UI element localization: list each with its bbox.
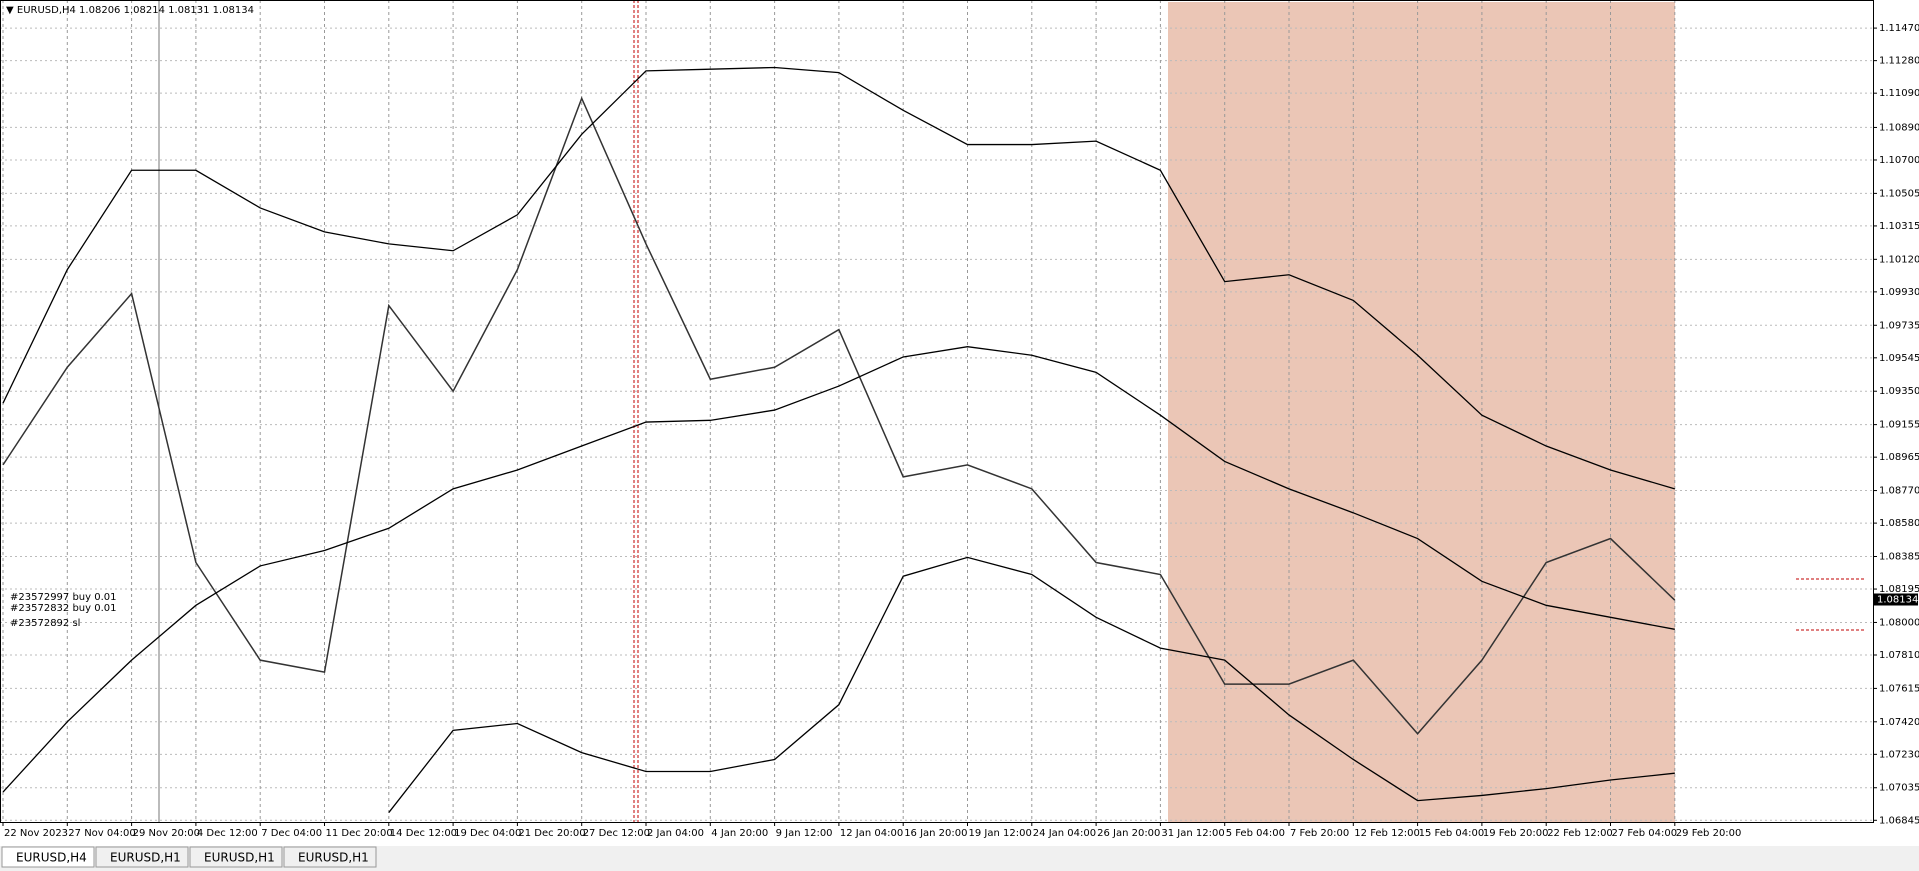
x-tick-label: 7 Dec 04:00 [261,828,322,839]
x-tick-label: 24 Jan 04:00 [1033,828,1096,839]
x-tick-label: 27 Nov 04:00 [68,828,135,839]
tester-period-shade [1168,2,1675,822]
y-tick-label: 1.10890 [1879,122,1919,133]
x-tick-label: 7 Feb 20:00 [1290,828,1349,839]
x-tick-label: 22 Feb 12:00 [1547,828,1613,839]
y-tick-label: 1.08580 [1879,518,1919,529]
order-label: #23572997 buy 0.01 [10,592,117,603]
y-tick-label: 1.11280 [1879,56,1919,67]
y-tick-label: 1.07810 [1879,650,1919,661]
y-tick-label: 1.09545 [1879,353,1919,364]
price-marker-label: 1.08134 [1877,594,1918,605]
tab[interactable] [283,846,377,868]
y-tick-label: 1.10120 [1879,254,1919,265]
y-tick-label: 1.08965 [1879,452,1919,463]
y-tick-label: 1.10505 [1879,188,1919,199]
band-line [2,346,1675,793]
x-tick-label: 22 Nov 2023 [4,828,68,839]
band-line [388,556,1675,813]
x-tick-label: 4 Dec 12:00 [197,828,258,839]
tab-label[interactable]: EURUSD,H1 [298,851,369,865]
x-tick-label: 21 Dec 20:00 [518,828,585,839]
x-tick-label: 27 Feb 04:00 [1612,828,1678,839]
price-line [2,96,1676,735]
y-tick-label: 1.08000 [1879,617,1919,628]
x-tick-label: 19 Feb 20:00 [1483,828,1549,839]
plot-frame [0,0,1874,823]
tab-label[interactable]: EURUSD,H1 [110,851,181,865]
tab-label[interactable]: EURUSD,H1 [204,851,275,865]
y-tick-label: 1.08195 [1879,584,1919,595]
x-tick-label: 26 Jan 20:00 [1097,828,1160,839]
y-tick-label: 1.08385 [1879,552,1919,563]
x-tick-label: 19 Dec 04:00 [454,828,521,839]
y-tick-label: 1.11090 [1879,88,1919,99]
x-tick-label: 5 Feb 04:00 [1226,828,1285,839]
y-tick-label: 1.10700 [1879,155,1919,166]
y-tick-label: 1.08770 [1879,486,1919,497]
y-tick-label: 1.09350 [1879,386,1919,397]
y-tick-label: 1.09930 [1879,287,1919,298]
x-tick-label: 29 Feb 20:00 [1676,828,1742,839]
y-tick-label: 1.07230 [1879,749,1919,760]
x-tick-label: 14 Dec 12:00 [390,828,457,839]
x-tick-label: 2 Jan 04:00 [647,828,704,839]
y-tick-label: 1.09155 [1879,420,1919,431]
x-tick-label: 29 Nov 20:00 [133,828,200,839]
x-tick-label: 12 Jan 04:00 [840,828,903,839]
tab[interactable] [95,846,189,868]
y-tick-label: 1.09735 [1879,320,1919,331]
y-tick-label: 1.07615 [1879,683,1919,694]
y-tick-label: 1.07035 [1879,783,1919,794]
y-tick-label: 1.07420 [1879,717,1919,728]
x-tick-label: 11 Dec 20:00 [326,828,393,839]
x-tick-label: 16 Jan 20:00 [904,828,967,839]
band-line [2,66,1675,490]
price-marker-box [1874,593,1918,606]
tab[interactable] [1,846,95,868]
y-tick-label: 1.06845 [1879,815,1919,826]
chart-header: ▼ EURUSD,H4 1.08206 1.08214 1.08131 1.08… [6,5,254,16]
x-tick-label: 19 Jan 12:00 [969,828,1032,839]
y-tick-label: 1.10315 [1879,221,1919,232]
order-label: #23572832 buy 0.01 [10,603,117,614]
x-tick-label: 9 Jan 12:00 [776,828,833,839]
x-tick-label: 4 Jan 20:00 [711,828,768,839]
order-label: #23572892 sl [10,618,80,629]
x-tick-label: 27 Dec 12:00 [583,828,650,839]
tab-label[interactable]: EURUSD,H4 [16,851,87,865]
x-tick-label: 12 Feb 12:00 [1354,828,1420,839]
x-tick-label: 15 Feb 04:00 [1419,828,1485,839]
x-tick-label: 31 Jan 12:00 [1161,828,1224,839]
y-tick-label: 1.11470 [1879,23,1919,34]
tab[interactable] [189,846,283,868]
